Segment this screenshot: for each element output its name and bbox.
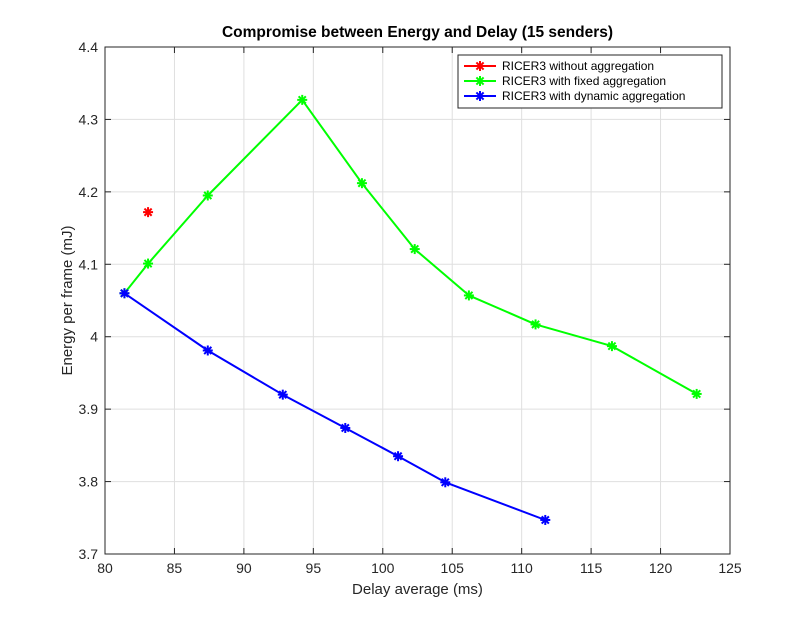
x-axis-label: Delay average (ms) (352, 581, 483, 598)
series-3 (119, 288, 551, 525)
data-point (393, 451, 404, 462)
legend-item: RICER3 with fixed aggregation (464, 74, 666, 88)
data-point (440, 477, 451, 488)
x-tick-label: 80 (97, 560, 113, 576)
y-tick-label: 4.4 (79, 39, 99, 55)
y-tick-label: 4.3 (79, 111, 99, 127)
data-point (606, 341, 617, 352)
series-line (123, 98, 698, 395)
data-point (530, 319, 541, 330)
data-point (297, 94, 308, 105)
x-tick-label: 100 (371, 560, 395, 576)
data-point (202, 345, 213, 356)
legend-label: RICER3 with fixed aggregation (502, 74, 666, 88)
x-tick-label: 125 (718, 560, 742, 576)
series-layer (119, 94, 702, 525)
x-tick-label: 90 (236, 560, 252, 576)
y-tick-label: 4.2 (79, 184, 99, 200)
x-tick-label: 115 (580, 560, 603, 576)
data-point (143, 207, 154, 218)
ticks: 80 85 90 95 100 105 110 115 120 125 3.7 3.8 3.9 4 4.1 4… (79, 39, 742, 576)
y-tick-label: 4.1 (79, 256, 99, 272)
legend-label: RICER3 with dynamic aggregation (502, 89, 685, 103)
plot-frame (104, 46, 731, 555)
data-point (356, 178, 367, 189)
y-axis-label: Energy per frame (mJ) (59, 225, 76, 375)
data-point (340, 422, 351, 433)
x-tick-label: 95 (306, 560, 322, 576)
data-point (119, 288, 130, 299)
y-tick-label: 3.9 (79, 401, 99, 417)
legend-marker (475, 61, 485, 71)
legend-marker (475, 76, 485, 86)
plot-area (105, 47, 730, 554)
x-tick-label: 120 (649, 560, 673, 576)
data-point (143, 258, 154, 269)
data-point (409, 244, 420, 255)
chart-title: Compromise between Energy and Delay (15 … (222, 24, 613, 41)
y-tick-label: 3.7 (79, 546, 99, 562)
data-point (540, 514, 551, 525)
y-tick-label: 4 (90, 329, 98, 345)
legend-item: RICER3 without aggregation (464, 59, 654, 73)
data-point (202, 190, 213, 201)
data-point (463, 290, 474, 301)
legend-box (457, 54, 723, 109)
x-tick-label: 105 (441, 560, 465, 576)
legend-marker (475, 91, 485, 101)
legend-item: RICER3 with dynamic aggregation (464, 89, 685, 103)
legend-label: RICER3 without aggregation (502, 59, 654, 73)
series-1 (143, 207, 154, 218)
x-tick-label: 110 (511, 560, 534, 576)
data-point (277, 389, 288, 400)
y-tick-label: 3.8 (79, 474, 99, 490)
x-tick-label: 85 (167, 560, 183, 576)
data-point (691, 388, 702, 399)
